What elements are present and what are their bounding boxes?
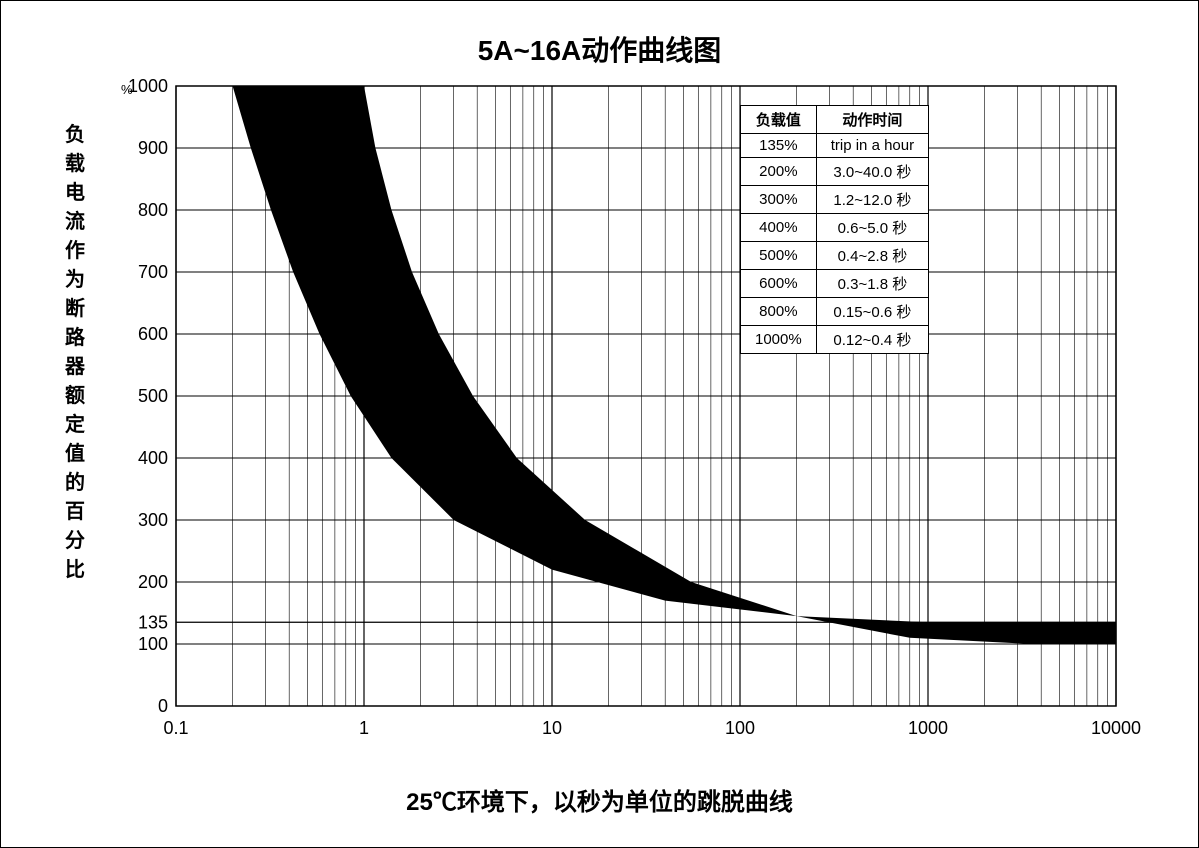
legend-header: 动作时间 <box>816 105 928 133</box>
legend-cell: 0.15~0.6 秒 <box>816 297 928 325</box>
svg-text:500: 500 <box>138 386 168 406</box>
svg-text:100: 100 <box>725 718 755 738</box>
legend-cell: 200% <box>741 157 817 185</box>
legend-cell: 800% <box>741 297 817 325</box>
legend-cell: 0.4~2.8 秒 <box>816 241 928 269</box>
svg-text:100: 100 <box>138 634 168 654</box>
legend-cell: 1000% <box>741 325 817 353</box>
legend-cell: 300% <box>741 185 817 213</box>
legend-cell: 0.6~5.0 秒 <box>816 213 928 241</box>
legend-row: 135%trip in a hour <box>741 133 929 157</box>
legend-row: 400%0.6~5.0 秒 <box>741 213 929 241</box>
svg-text:1000: 1000 <box>128 76 168 96</box>
svg-text:0.1: 0.1 <box>163 718 188 738</box>
y-axis-label: 负载电流作为断路器额定值的百分比 <box>63 121 87 585</box>
legend-cell: 600% <box>741 269 817 297</box>
svg-text:200: 200 <box>138 572 168 592</box>
percent-symbol: % <box>121 82 133 97</box>
legend-row: 800%0.15~0.6 秒 <box>741 297 929 325</box>
svg-text:10: 10 <box>542 718 562 738</box>
svg-text:0: 0 <box>158 696 168 716</box>
svg-text:900: 900 <box>138 138 168 158</box>
svg-text:1: 1 <box>359 718 369 738</box>
plot-area: % 010013520030040050060070080090010000.1… <box>101 76 1141 766</box>
legend-cell: 0.3~1.8 秒 <box>816 269 928 297</box>
svg-text:800: 800 <box>138 200 168 220</box>
legend-cell: 3.0~40.0 秒 <box>816 157 928 185</box>
trip-curve-chart: 010013520030040050060070080090010000.111… <box>101 76 1141 766</box>
chart-title: 5A~16A动作曲线图 <box>1 29 1198 69</box>
legend-header: 负载值 <box>741 105 817 133</box>
legend-row: 600%0.3~1.8 秒 <box>741 269 929 297</box>
legend-row: 200%3.0~40.0 秒 <box>741 157 929 185</box>
legend-cell: 1.2~12.0 秒 <box>816 185 928 213</box>
svg-text:135: 135 <box>138 612 168 632</box>
legend-cell: 0.12~0.4 秒 <box>816 325 928 353</box>
svg-text:1000: 1000 <box>908 718 948 738</box>
legend-cell: trip in a hour <box>816 133 928 157</box>
legend-row: 300%1.2~12.0 秒 <box>741 185 929 213</box>
svg-text:600: 600 <box>138 324 168 344</box>
legend-cell: 400% <box>741 213 817 241</box>
legend-row: 1000%0.12~0.4 秒 <box>741 325 929 353</box>
svg-text:300: 300 <box>138 510 168 530</box>
legend-cell: 500% <box>741 241 817 269</box>
svg-text:400: 400 <box>138 448 168 468</box>
legend-row: 500%0.4~2.8 秒 <box>741 241 929 269</box>
legend-cell: 135% <box>741 133 817 157</box>
legend-table: 负载值动作时间135%trip in a hour200%3.0~40.0 秒3… <box>740 105 929 354</box>
svg-text:10000: 10000 <box>1091 718 1141 738</box>
svg-text:700: 700 <box>138 262 168 282</box>
x-axis-label: 25℃环境下，以秒为单位的跳脱曲线 <box>1 782 1198 817</box>
